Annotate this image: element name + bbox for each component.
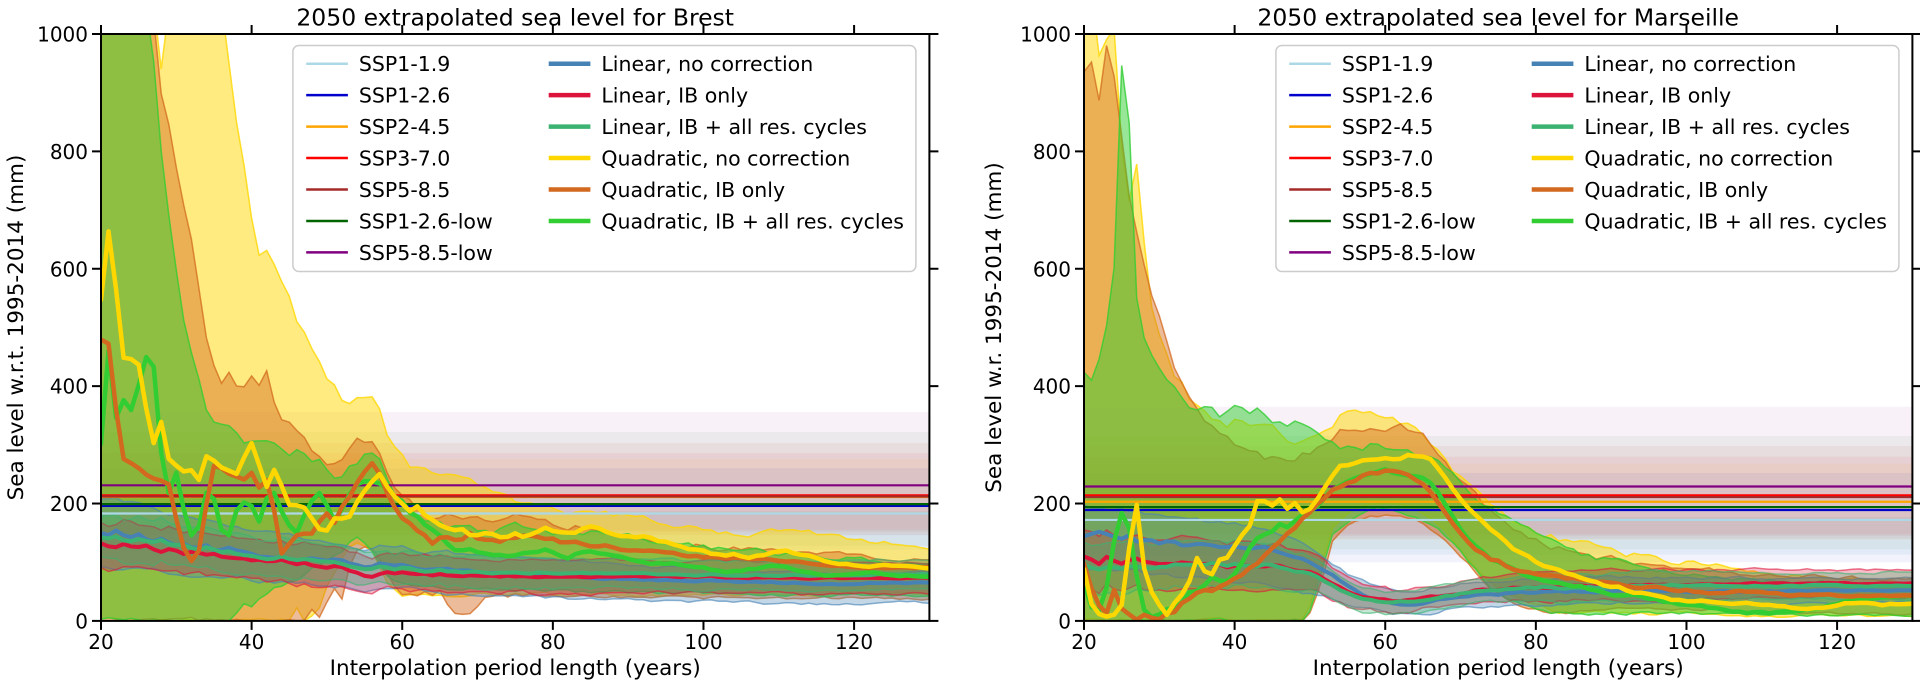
legend-label: Linear, IB only <box>601 84 748 108</box>
y-tick-label: 1000 <box>37 23 88 47</box>
x-tick-label: 120 <box>1818 630 1856 654</box>
x-axis-label-marseille: Interpolation period length (years) <box>1313 656 1684 681</box>
series-line <box>1084 468 1913 621</box>
legend-label: SSP5-8.5-low <box>1342 241 1476 265</box>
legend-label: Quadratic, IB only <box>1584 178 1768 202</box>
legend-label: SSP1-2.6-low <box>1342 209 1476 233</box>
legend-label: SSP1-2.6 <box>359 84 450 108</box>
plot-area <box>1084 34 1913 621</box>
series-line <box>101 534 930 578</box>
legend-label: SSP2-4.5 <box>359 115 450 139</box>
x-tick-label: 100 <box>1667 630 1705 654</box>
y-tick-label: 0 <box>75 609 88 633</box>
y-tick-label: 600 <box>1033 257 1071 281</box>
legend-label: Linear, no correction <box>1584 52 1796 76</box>
x-tick-label: 40 <box>239 630 264 654</box>
legend-box <box>292 44 917 273</box>
series-line <box>101 348 930 580</box>
axes-spines <box>100 33 931 622</box>
legend-label: Quadratic, no correction <box>1584 147 1833 171</box>
y-tick-label: 400 <box>1033 375 1071 399</box>
legend-label: Linear, IB + all res. cycles <box>1584 115 1850 139</box>
y-tick-label: 800 <box>1033 140 1071 164</box>
legend-label: SSP1-2.6-low <box>359 209 493 233</box>
series-line <box>101 541 930 581</box>
x-tick-label: 120 <box>835 630 873 654</box>
legend-label: Linear, no correction <box>601 52 813 76</box>
x-axis-label-brest: Interpolation period length (years) <box>330 656 701 681</box>
legend-label: SSP5-8.5 <box>1342 178 1433 202</box>
y-tick-label: 600 <box>50 257 88 281</box>
y-tick-label: 1000 <box>1020 23 1071 47</box>
plot-area <box>101 34 930 621</box>
legend-label: SSP1-1.9 <box>359 52 450 76</box>
x-tick-label: 80 <box>1523 630 1548 654</box>
y-tick-label: 200 <box>50 492 88 516</box>
y-tick-label: 200 <box>1033 492 1071 516</box>
series-line <box>1084 561 1913 605</box>
legend-label: SSP1-1.9 <box>1342 52 1433 76</box>
legend-label: SSP5-8.5 <box>359 178 450 202</box>
legend-label: SSP5-8.5-low <box>359 241 493 265</box>
y-axis-label-brest: Sea level w.r.t. 1995-2014 (mm) <box>4 155 29 501</box>
legend-label: Quadratic, IB + all res. cycles <box>601 209 904 233</box>
y-tick-label: 800 <box>50 140 88 164</box>
panel-title-brest: 2050 extrapolated sea level for Brest <box>296 4 734 32</box>
x-tick-label: 40 <box>1222 630 1247 654</box>
legend-label: Linear, IB only <box>1584 84 1731 108</box>
legend-box <box>1275 44 1900 273</box>
legend-label: Quadratic, IB + all res. cycles <box>1584 209 1887 233</box>
y-tick-label: 400 <box>50 375 88 399</box>
legend-label: Quadratic, IB only <box>601 178 785 202</box>
legend-label: Linear, IB + all res. cycles <box>601 115 867 139</box>
legend-label: SSP1-2.6 <box>1342 84 1433 108</box>
x-tick-label: 20 <box>1071 630 1096 654</box>
axes-spines <box>1083 33 1914 622</box>
series-line <box>1084 452 1913 619</box>
legend-label: SSP3-7.0 <box>359 147 450 171</box>
x-tick-label: 80 <box>540 630 565 654</box>
x-tick-label: 60 <box>390 630 415 654</box>
legend-label: SSP3-7.0 <box>1342 147 1433 171</box>
x-tick-label: 60 <box>1373 630 1398 654</box>
series-line <box>101 229 930 571</box>
x-tick-label: 100 <box>684 630 722 654</box>
y-axis-label-marseille: Sea level w.r. 1995-2014 (mm) <box>982 162 1007 493</box>
y-tick-label: 0 <box>1058 609 1071 633</box>
legend-label: Quadratic, no correction <box>601 147 850 171</box>
panel-title-marseille: 2050 extrapolated sea level for Marseill… <box>1257 4 1739 32</box>
x-tick-label: 20 <box>88 630 113 654</box>
series-line <box>101 337 930 571</box>
legend-label: SSP2-4.5 <box>1342 115 1433 139</box>
